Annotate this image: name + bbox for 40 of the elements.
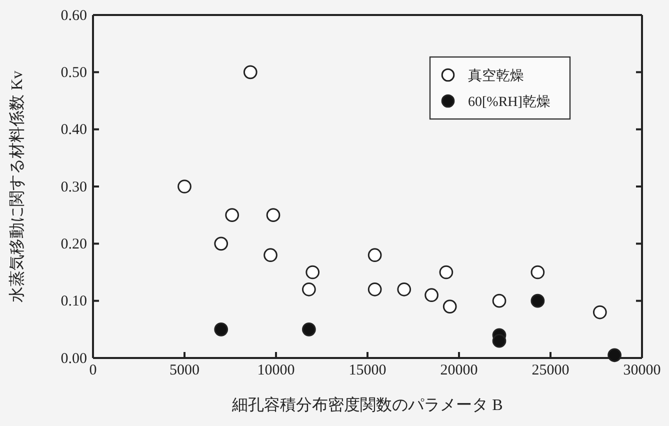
point [266, 208, 280, 222]
x-tick-label: 10000 [257, 362, 295, 379]
point [530, 265, 545, 280]
point [243, 65, 258, 80]
x-tick-label: 20000 [440, 362, 478, 379]
legend-label: 60[%RH]乾燥 [468, 94, 550, 110]
point [424, 288, 438, 302]
y-tick-label: 0.30 [60, 179, 87, 196]
y-tick-label: 0.60 [60, 8, 87, 24]
point [225, 208, 240, 222]
point [439, 265, 454, 280]
point [214, 322, 228, 336]
y-tick-label: 0.10 [60, 294, 87, 310]
x-tick-label: 25000 [532, 362, 570, 379]
point [264, 248, 278, 262]
x-tick-label: 0 [89, 362, 97, 379]
point [592, 305, 607, 320]
point [178, 180, 192, 194]
point [368, 248, 382, 262]
point [530, 294, 545, 308]
point [442, 300, 457, 314]
x-tick-label: 15000 [348, 362, 386, 379]
point [302, 322, 316, 336]
point [608, 348, 622, 362]
point [492, 334, 506, 348]
x-axis-title: 細孔容積分布密度関数のパラメータ B [231, 396, 503, 414]
y-tick-label: 0.00 [60, 350, 87, 367]
y-tick-label: 0.40 [60, 122, 87, 138]
point [302, 282, 316, 296]
y-tick-label: 0.20 [60, 236, 87, 252]
x-tick-label: 30000 [623, 362, 661, 379]
point [214, 236, 228, 251]
y-axis-title: 水蒸気移動に関する材料係数 Kv [8, 70, 26, 302]
point [492, 294, 506, 308]
point [306, 265, 320, 280]
point [368, 282, 382, 296]
legend-label: 真空乾燥 [468, 68, 524, 84]
x-tick-label: 5000 [170, 362, 200, 379]
point [397, 282, 412, 296]
y-tick-label: 0.50 [60, 64, 87, 81]
